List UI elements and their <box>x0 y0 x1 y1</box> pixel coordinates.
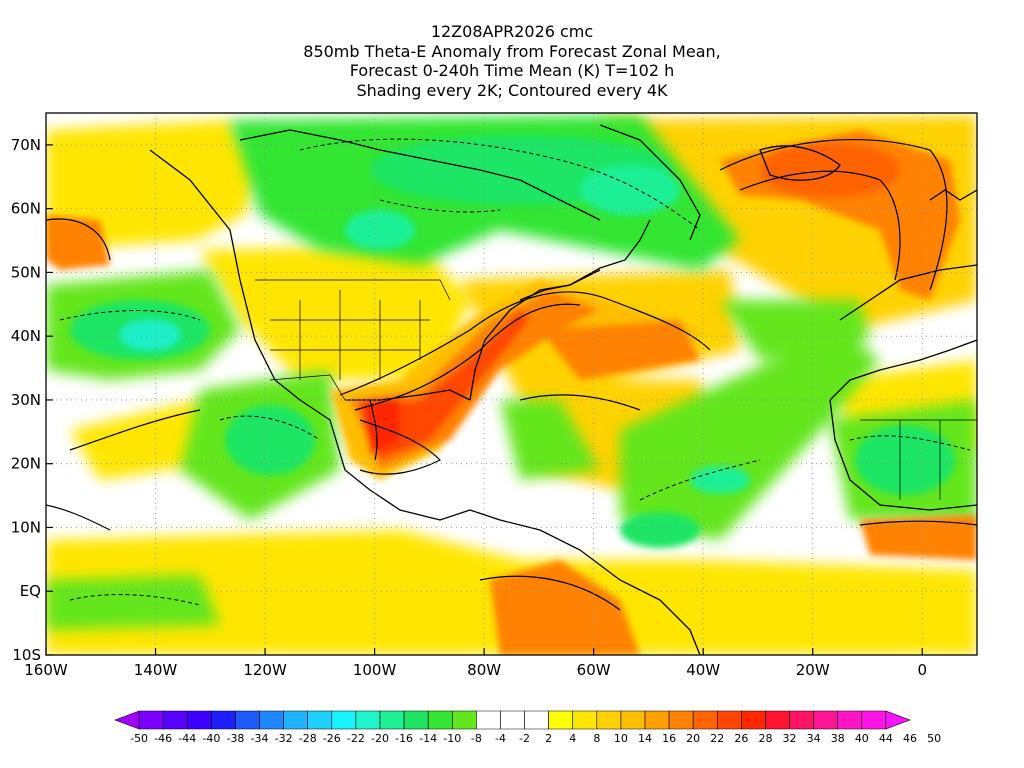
colorbar-label: -8 <box>471 732 482 745</box>
colorbar-label: -34 <box>251 732 269 745</box>
lat-tick-label: EQ <box>20 582 41 600</box>
colorbar-label: 40 <box>855 732 869 745</box>
colorbar-swatch <box>548 710 574 730</box>
colorbar-swatch <box>765 710 790 730</box>
colorbar-swatch <box>885 710 911 730</box>
colorbar-swatch <box>162 710 188 730</box>
colorbar-swatch <box>500 710 525 730</box>
lat-tick-label: 20N <box>11 455 41 473</box>
colorbar-swatch <box>668 710 694 730</box>
colorbar-label: -14 <box>419 732 437 745</box>
title-variable: 850mb Theta-E Anomaly from Forecast Zona… <box>303 41 721 61</box>
colorbar-swatch <box>596 710 622 730</box>
lon-tick-label: 20W <box>796 661 830 679</box>
lat-tick-label: 60N <box>11 200 41 218</box>
lon-tick-label: 40W <box>686 661 720 679</box>
colorbar-swatch <box>861 710 887 730</box>
lon-tick-label: 160W <box>24 661 68 679</box>
colorbar-swatch <box>186 710 212 730</box>
colorbar-swatch <box>427 710 453 730</box>
colorbar-swatch <box>211 710 236 730</box>
graticule-grid <box>46 113 977 655</box>
colorbar-swatch <box>403 710 429 730</box>
colorbar-label: -38 <box>226 732 244 745</box>
lon-tick-label: 120W <box>243 661 287 679</box>
colorbar-label: 14 <box>638 732 652 745</box>
colorbar-swatch <box>235 710 260 730</box>
colorbar-label: -26 <box>323 732 341 745</box>
colorbar-swatch <box>716 710 742 730</box>
colorbar-label: 16 <box>662 732 676 745</box>
colorbar-label: 2 <box>545 732 552 745</box>
colorbar-label: 44 <box>879 732 893 745</box>
lat-tick-label: 10S <box>12 646 41 664</box>
colorbar: -50 -46 -44 -40 -38 -34 -32 -28 -26 -22 -20 -16 -14-… <box>114 710 941 745</box>
borders <box>255 279 977 500</box>
colorbar-swatch <box>789 710 814 730</box>
colorbar-swatch <box>355 710 381 730</box>
lon-tick-label: 100W <box>353 661 397 679</box>
axis-ticks: 160W 140W 120W 100W 80W 60W 40W 20W 0 70N 60N 50N 40… <box>11 136 927 679</box>
title-block: 12Z08APR2026 cmc 850mb Theta-E Anomaly f… <box>0 22 1024 100</box>
lat-tick-label: 30N <box>11 391 41 409</box>
colorbar-label: 4 <box>569 732 576 745</box>
colorbar-label: 38 <box>831 732 845 745</box>
lat-tick-label: 10N <box>11 518 41 536</box>
colorbar-label: -28 <box>299 732 317 745</box>
colorbar-label: -46 <box>154 732 172 745</box>
plot-frame <box>45 112 978 656</box>
lon-tick-label: 60W <box>577 661 611 679</box>
lat-tick-label: 50N <box>11 263 41 281</box>
colorbar-label: 34 <box>807 732 821 745</box>
title-shading: Shading every 2K; Contoured every 4K <box>356 80 668 100</box>
colorbar-label: -44 <box>178 732 196 745</box>
colorbar-label: 8 <box>593 732 600 745</box>
colorbar-label: 28 <box>758 732 772 745</box>
colorbar-label: 50 <box>927 732 941 745</box>
colorbar-swatch <box>114 710 140 730</box>
colorbar-label: -2 <box>519 732 530 745</box>
colorbar-swatch <box>283 710 309 730</box>
lat-tick-label: 70N <box>11 136 41 154</box>
colorbar-label: 46 <box>903 732 917 745</box>
colorbar-swatch <box>331 710 357 730</box>
colorbar-swatch <box>138 710 164 730</box>
lon-tick-label: 140W <box>134 661 178 679</box>
colorbar-swatch <box>524 710 549 730</box>
colorbar-swatch <box>476 710 501 730</box>
lat-tick-label: 40N <box>11 327 41 345</box>
colorbar-label: 10 <box>614 732 628 745</box>
colorbar-swatch <box>644 710 670 730</box>
colorbar-label: 32 <box>783 732 797 745</box>
colorbar-swatch <box>692 710 718 730</box>
colorbar-swatch <box>837 710 863 730</box>
colorbar-label: 22 <box>710 732 724 745</box>
colorbar-label: -40 <box>202 732 220 745</box>
colorbar-label: -20 <box>371 732 389 745</box>
colorbar-label: -10 <box>443 732 461 745</box>
colorbar-swatch <box>307 710 333 730</box>
colorbar-swatch <box>620 710 646 730</box>
colorbar-label: -16 <box>395 732 413 745</box>
lon-tick-label: 0 <box>917 661 927 679</box>
colorbar-label: 26 <box>734 732 748 745</box>
colorbar-swatch <box>451 710 477 730</box>
colorbar-swatch <box>741 710 766 730</box>
shaded-field <box>46 113 977 655</box>
colorbar-label: -22 <box>347 732 365 745</box>
colorbar-swatch <box>379 710 405 730</box>
colorbar-label: -50 <box>130 732 148 745</box>
colorbar-swatch <box>813 710 839 730</box>
colorbar-label: -4 <box>495 732 506 745</box>
title-forecast: Forecast 0-240h Time Mean (K) T=102 h <box>349 61 675 80</box>
title-run: 12Z08APR2026 cmc <box>430 22 594 41</box>
colorbar-label: 20 <box>686 732 700 745</box>
coastlines <box>149 124 977 655</box>
lon-tick-label: 80W <box>467 661 501 679</box>
colorbar-swatch <box>259 710 284 730</box>
colorbar-label: -32 <box>275 732 293 745</box>
colorbar-swatch <box>572 710 598 730</box>
